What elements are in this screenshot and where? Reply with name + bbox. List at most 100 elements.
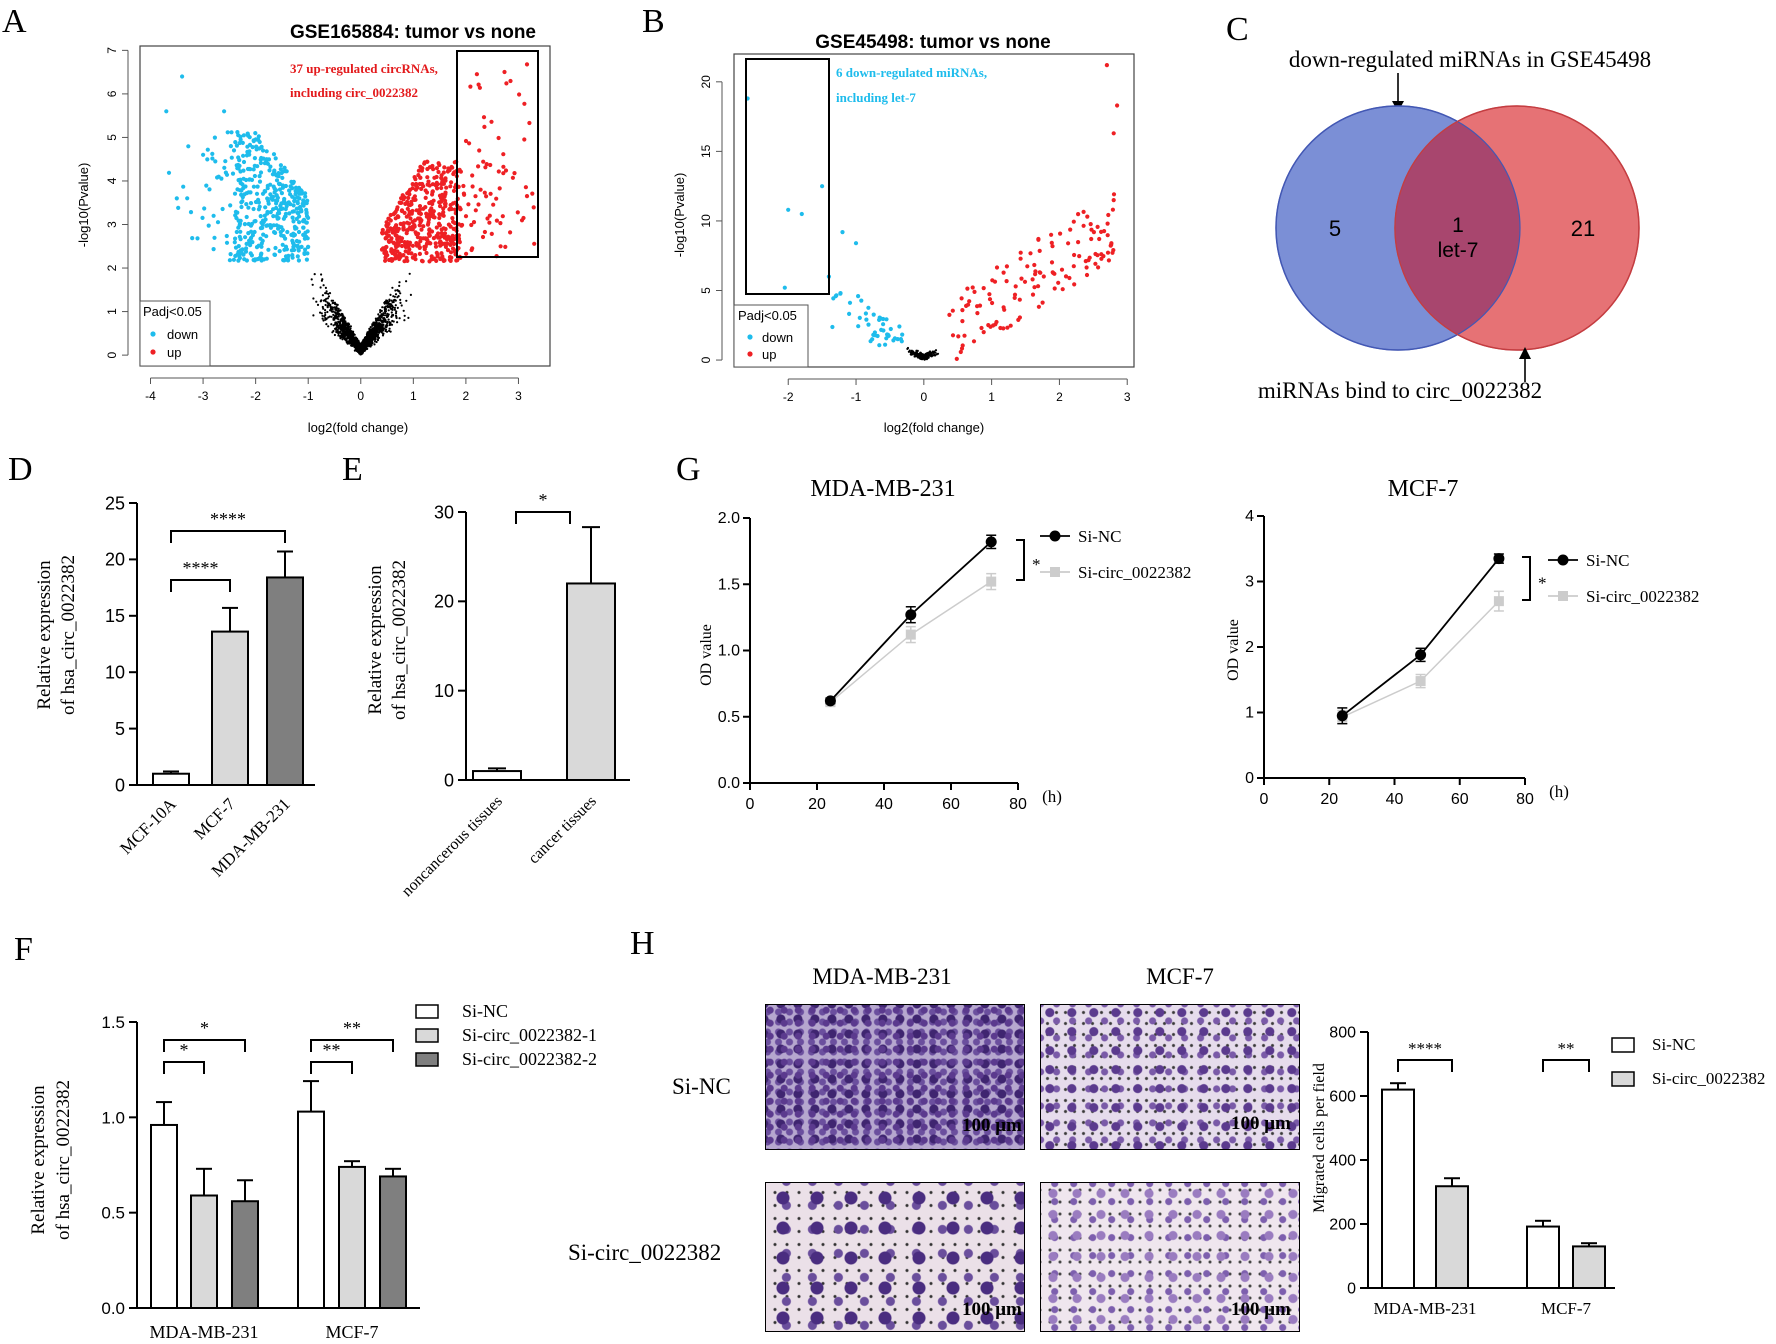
data-point [1076,212,1081,217]
data-point [515,210,520,215]
data-point [285,229,290,235]
data-point [463,138,469,144]
data-point [256,200,261,205]
data-point [384,328,388,331]
data-point [1005,325,1010,330]
data-point [441,258,446,263]
data-point [202,206,207,211]
data-point [327,292,330,295]
data-point [406,202,411,207]
data-point [1081,209,1086,214]
data-point [249,229,254,234]
data-point [434,166,439,171]
data-point [253,137,258,142]
panel-label-h: H [630,925,655,962]
x-axis-unit: (h) [1042,787,1062,806]
data-point [295,195,300,200]
scale-bar-label: 100 μm [1231,1113,1291,1134]
data-point [410,243,415,248]
overlap-label: let-7 [1438,239,1479,262]
significance-label: **** [210,509,246,529]
data-point [424,250,429,256]
data-point [930,355,933,358]
data-point [363,338,366,341]
data-point [422,161,427,166]
data-point [491,202,496,207]
data-point [401,226,406,231]
data-point [224,172,230,177]
data-point [320,312,323,315]
data-point [866,322,871,327]
data-point [928,353,931,356]
data-point [389,293,392,296]
data-point [336,322,339,325]
data-point [1036,284,1041,289]
data-point [321,278,324,281]
y-tick-label: 200 [1329,1217,1356,1234]
data-point [881,316,886,322]
data-point [1012,292,1018,297]
legend-swatch [1611,1071,1635,1087]
data-point [339,330,342,333]
scale-bar-label: 100 μm [962,1115,1022,1136]
data-point [381,230,386,235]
data-point [379,327,382,330]
data-point [392,306,395,309]
data-point [380,315,383,319]
data-point [241,168,246,173]
axes: -2 -1 0 1 2 3 0 5 10 15 20 [699,75,1131,404]
data-point [272,230,277,235]
data-point [255,164,260,169]
data-point [264,149,269,154]
data-point [419,258,425,263]
data-point [448,184,453,189]
data-point [470,184,475,189]
y-tick-label: 1.0 [718,643,740,660]
data-point [231,148,237,153]
data-point [291,219,296,224]
data-point [211,247,216,252]
data-point [381,334,385,337]
data-point [259,251,264,256]
data-point [1071,264,1076,269]
data-point [336,313,339,316]
data-point [523,185,529,190]
data-point [476,82,481,87]
y-axis-label: OD value [1225,619,1242,681]
data-point [295,199,300,204]
data-point [240,247,245,252]
data-point [384,310,387,313]
x-tick-label: 1 [410,389,417,403]
data-point [1105,250,1111,255]
data-point [321,314,324,317]
data-point [382,327,385,331]
data-point [389,323,392,326]
data-point [863,311,869,316]
data-point [439,199,444,204]
y-tick-label: 6 [105,90,119,97]
y-tick-label: 0 [699,356,713,363]
data-point [443,192,448,197]
data-point [291,203,296,208]
data-point [335,305,338,308]
data-point [395,237,400,242]
data-point [1041,274,1046,279]
data-point [517,92,522,97]
legend: Padj<0.05 down up [139,300,211,367]
data-point [388,212,393,218]
bar [150,1123,178,1309]
data-point [485,216,490,221]
data-point [900,332,905,337]
data-point [405,220,410,225]
data-point [393,233,398,238]
data-point [437,215,442,221]
data-point [353,337,356,340]
data-point [1063,274,1069,279]
data-point [291,231,296,236]
data-point [301,225,306,230]
data-point [273,245,278,251]
panel-label-a: A [2,3,27,40]
data-point [303,230,308,235]
x-axis-label: log2(fold change) [308,420,408,435]
